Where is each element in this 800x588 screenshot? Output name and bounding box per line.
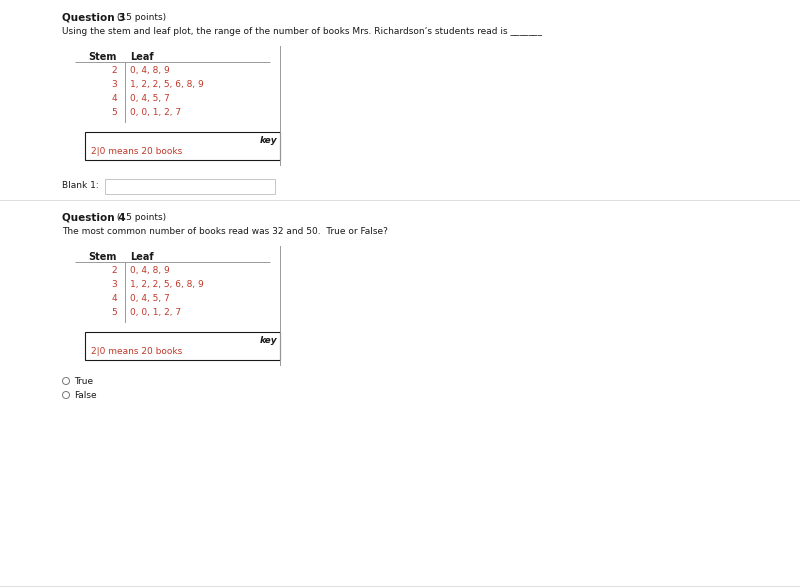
Text: Using the stem and leaf plot, the range of the number of books Mrs. Richardson’s: Using the stem and leaf plot, the range …	[62, 28, 542, 36]
Text: Stem: Stem	[89, 252, 117, 262]
Text: 2: 2	[111, 266, 117, 275]
Text: The most common number of books read was 32 and 50.  True or False?: The most common number of books read was…	[62, 228, 388, 236]
Text: 4: 4	[111, 94, 117, 103]
Text: 2: 2	[111, 66, 117, 75]
Text: 0, 0, 1, 2, 7: 0, 0, 1, 2, 7	[130, 108, 181, 117]
Text: key: key	[259, 336, 277, 345]
Text: 1, 2, 2, 5, 6, 8, 9: 1, 2, 2, 5, 6, 8, 9	[130, 80, 204, 89]
FancyBboxPatch shape	[85, 132, 280, 160]
Text: 5: 5	[111, 108, 117, 117]
Text: 5: 5	[111, 308, 117, 317]
Text: Leaf: Leaf	[130, 52, 154, 62]
Text: Stem: Stem	[89, 52, 117, 62]
Text: key: key	[259, 136, 277, 145]
FancyBboxPatch shape	[85, 332, 280, 360]
Text: True: True	[74, 376, 93, 386]
Text: 3: 3	[111, 280, 117, 289]
Circle shape	[62, 377, 70, 385]
Text: 0, 4, 8, 9: 0, 4, 8, 9	[130, 66, 170, 75]
Text: 0, 0, 1, 2, 7: 0, 0, 1, 2, 7	[130, 308, 181, 317]
Text: 0, 4, 8, 9: 0, 4, 8, 9	[130, 266, 170, 275]
Text: 3: 3	[111, 80, 117, 89]
Text: 2|0 means 20 books: 2|0 means 20 books	[91, 148, 182, 156]
Text: 1, 2, 2, 5, 6, 8, 9: 1, 2, 2, 5, 6, 8, 9	[130, 280, 204, 289]
Text: (15 points): (15 points)	[114, 14, 166, 22]
Circle shape	[62, 392, 70, 399]
Text: 4: 4	[111, 294, 117, 303]
FancyBboxPatch shape	[105, 179, 275, 194]
Text: 0, 4, 5, 7: 0, 4, 5, 7	[130, 94, 170, 103]
Text: Blank 1:: Blank 1:	[62, 181, 98, 189]
Text: (15 points): (15 points)	[114, 213, 166, 222]
Text: 0, 4, 5, 7: 0, 4, 5, 7	[130, 294, 170, 303]
Text: Question 3: Question 3	[62, 13, 126, 23]
Text: False: False	[74, 390, 97, 399]
Text: Leaf: Leaf	[130, 252, 154, 262]
Text: 2|0 means 20 books: 2|0 means 20 books	[91, 348, 182, 356]
Text: Question 4: Question 4	[62, 213, 126, 223]
